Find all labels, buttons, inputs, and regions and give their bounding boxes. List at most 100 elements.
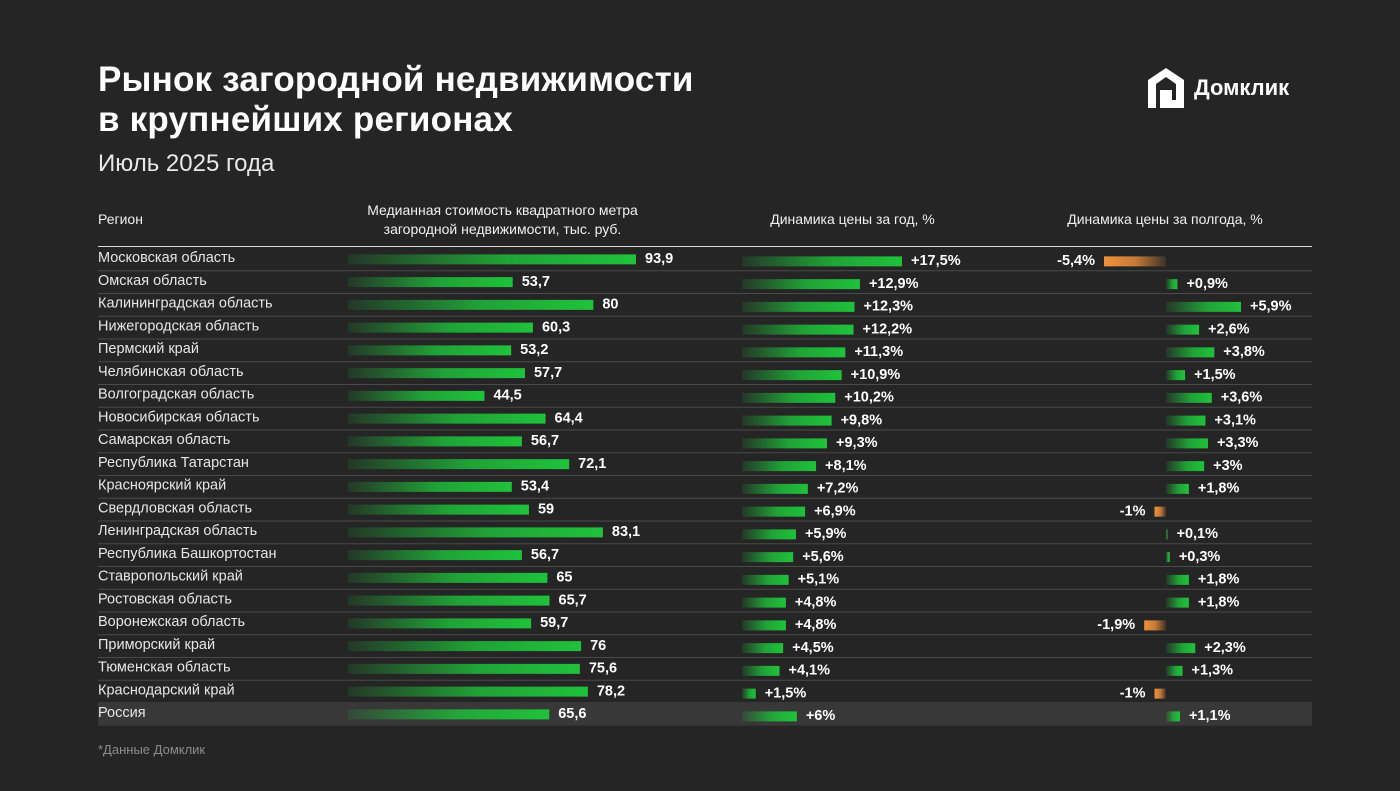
half-year-change-bar [1166, 438, 1208, 449]
half-year-change-label: +0,9% [1186, 276, 1228, 292]
price-bar [348, 390, 485, 401]
house-logo-icon [1148, 68, 1184, 108]
half-year-change-bar-negative [1154, 688, 1166, 699]
price-value-label: 75,6 [589, 661, 617, 677]
half-year-change-bar [1166, 483, 1189, 494]
header-year-change: Динамика цены за год, % [770, 211, 935, 227]
page-title: Рынок загородной недвижимости в крупнейш… [98, 60, 694, 140]
half-year-change-bar [1166, 415, 1206, 426]
half-year-change-bar [1166, 370, 1186, 381]
year-change-label: +4,8% [795, 594, 837, 610]
price-bar [348, 277, 513, 288]
price-bar [348, 345, 512, 356]
region-label: Омская область [98, 273, 207, 289]
price-bar [348, 481, 512, 492]
year-change-bar [742, 324, 854, 335]
price-value-label: 57,7 [534, 365, 562, 381]
year-change-bar [742, 665, 780, 676]
half-year-change-label: -1,9% [1097, 617, 1135, 633]
half-year-change-bar [1166, 529, 1168, 540]
price-value-label: 53,7 [522, 274, 550, 290]
year-change-label: +17,5% [911, 253, 961, 269]
year-change-label: +10,9% [851, 367, 901, 383]
half-year-change-label: -5,4% [1057, 253, 1095, 269]
price-value-label: 59,7 [540, 615, 568, 631]
brand-logo: Домклик [1146, 66, 1289, 110]
price-bar [348, 322, 533, 333]
price-value-label: 53,2 [520, 342, 548, 358]
region-label: Нижегородская область [98, 318, 259, 334]
half-year-change-label: +1,8% [1198, 572, 1240, 588]
footnote: *Данные Домклик [98, 742, 206, 757]
half-year-change-label: +2,6% [1208, 321, 1250, 337]
year-change-bar [742, 620, 786, 631]
price-value-label: 56,7 [531, 547, 559, 563]
half-year-change-bar [1166, 461, 1205, 472]
price-bar [348, 686, 588, 697]
half-year-change-label: +3,6% [1221, 390, 1263, 406]
price-bar [348, 368, 525, 379]
price-bar [348, 641, 582, 652]
year-change-bar [742, 506, 806, 517]
half-year-change-bar-negative [1144, 620, 1166, 631]
region-label: Самарская область [98, 432, 230, 448]
price-bar [348, 618, 532, 629]
region-label: Россия [98, 705, 146, 721]
half-year-change-bar-negative [1154, 506, 1166, 517]
price-value-label: 76 [590, 638, 606, 654]
year-change-bar [742, 483, 808, 494]
price-value-label: 93,9 [645, 251, 673, 267]
price-bar [348, 504, 529, 515]
year-change-bar [742, 461, 817, 472]
year-change-label: +7,2% [817, 481, 859, 497]
year-change-bar [742, 574, 789, 585]
half-year-change-bar-negative [1104, 256, 1166, 267]
price-bar [348, 527, 603, 538]
year-change-bar [742, 711, 797, 722]
year-change-bar [742, 529, 796, 540]
region-label: Калининградская область [98, 296, 273, 312]
half-year-change-label: +3,8% [1223, 344, 1265, 360]
half-year-change-label: +1,8% [1198, 481, 1240, 497]
half-year-change-bar [1166, 279, 1178, 290]
half-year-change-label: +0,1% [1177, 526, 1219, 542]
half-year-change-bar [1166, 392, 1212, 403]
year-change-bar [742, 552, 794, 563]
total-row-background [98, 703, 1312, 726]
region-label: Пермский край [98, 341, 199, 357]
region-label: Московская область [98, 250, 235, 266]
price-value-label: 64,4 [555, 410, 583, 426]
year-change-label: +5,1% [798, 572, 840, 588]
price-value-label: 78,2 [597, 683, 625, 699]
price-value-label: 65,6 [558, 706, 586, 722]
half-year-change-bar [1166, 711, 1180, 722]
half-year-change-bar [1166, 665, 1183, 676]
year-change-label: +11,3% [854, 344, 903, 360]
region-label: Воронежская область [98, 614, 245, 630]
price-bar [348, 413, 546, 424]
year-change-bar [742, 688, 756, 699]
half-year-change-bar [1166, 347, 1215, 358]
year-change-label: +10,2% [844, 390, 894, 406]
region-label: Волгоградская область [98, 387, 254, 403]
half-year-change-label: +1,5% [1194, 367, 1236, 383]
region-label: Республика Татарстан [98, 455, 249, 471]
year-change-label: +4,1% [788, 663, 830, 679]
year-change-bar [742, 347, 846, 358]
price-bar [348, 572, 548, 583]
year-change-label: +9,3% [836, 435, 878, 451]
region-label: Республика Башкортостан [98, 546, 276, 562]
price-value-label: 72,1 [578, 456, 606, 472]
price-value-label: 83,1 [612, 524, 640, 540]
half-year-change-bar [1166, 643, 1196, 654]
header-price-line-2: загородной недвижимости, тыс. руб. [383, 221, 622, 237]
half-year-change-label: +5,9% [1250, 299, 1292, 315]
header-divider [98, 246, 1312, 247]
half-year-change-label: -1% [1120, 503, 1146, 519]
header-price-line-1: Медианная стоимость квадратного метра [367, 202, 638, 218]
half-year-change-label: +1,8% [1198, 594, 1240, 610]
year-change-bar [742, 279, 860, 290]
region-label: Челябинская область [98, 364, 244, 380]
region-label: Ленинградская область [98, 523, 257, 539]
region-label: Свердловская область [98, 500, 252, 516]
